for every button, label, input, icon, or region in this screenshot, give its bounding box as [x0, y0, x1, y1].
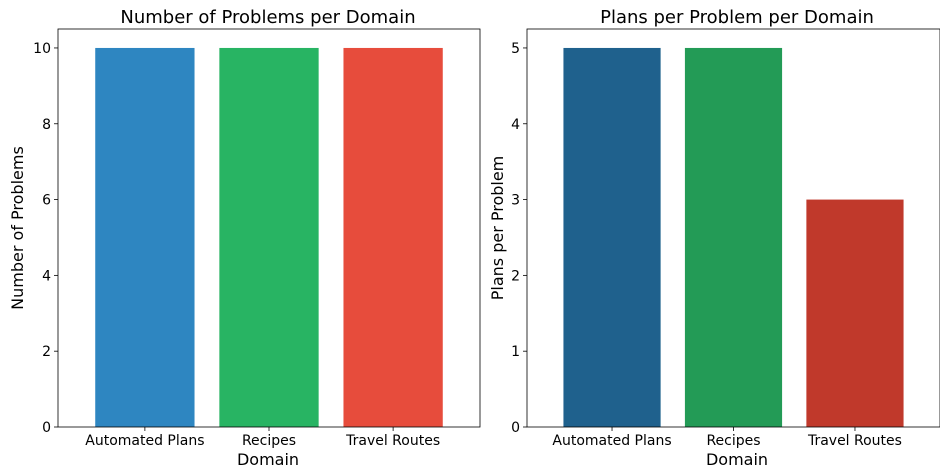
y-tick-label: 6: [42, 193, 51, 209]
y-tick-label: 2: [511, 268, 520, 284]
chart-title: Number of Problems per Domain: [120, 7, 415, 28]
y-axis-ticks: 0 1 2 3 4 5: [511, 41, 527, 436]
y-tick-label: 10: [33, 41, 51, 57]
y-axis-label: Number of Problems: [8, 146, 27, 310]
x-tick-label: Automated Plans: [552, 433, 671, 449]
y-tick-label: 4: [511, 117, 520, 133]
y-tick-label: 5: [511, 41, 520, 57]
bar-travel-routes: [343, 47, 443, 427]
x-tick-label: Automated Plans: [85, 433, 204, 449]
y-tick-label: 8: [42, 117, 51, 133]
bar-group: [563, 47, 904, 427]
bar-recipes: [219, 47, 319, 427]
y-tick-label: 0: [511, 420, 520, 436]
y-tick-label: 1: [511, 344, 520, 360]
x-tick-label: Recipes: [242, 433, 296, 449]
x-axis-label: Domain: [237, 450, 299, 467]
x-tick-label: Travel Routes: [345, 433, 440, 449]
chart-title: Plans per Problem per Domain: [600, 7, 874, 28]
x-axis-label: Domain: [706, 450, 768, 467]
y-tick-label: 3: [511, 193, 520, 209]
bar-automated-plans: [95, 47, 195, 427]
y-axis-label: Plans per Problem: [488, 156, 507, 301]
plans-per-problem-chart: Plans per Problem per Domain Domain Plan…: [488, 7, 940, 467]
x-axis-ticks: Automated Plans Recipes Travel Routes: [85, 427, 440, 449]
y-tick-label: 4: [42, 268, 51, 284]
x-axis-ticks: Automated Plans Recipes Travel Routes: [552, 427, 902, 449]
plot-frame: [526, 28, 940, 428]
y-tick-label: 2: [42, 344, 51, 360]
y-axis-ticks: 0 2 4 6 8 10: [33, 41, 58, 436]
bar-travel-routes: [806, 199, 904, 427]
problems-per-domain-chart: Number of Problems per Domain Domain Num…: [8, 7, 481, 467]
y-tick-label: 0: [42, 420, 51, 436]
bar-automated-plans: [563, 47, 661, 427]
plot-frame: [57, 28, 481, 428]
x-tick-label: Travel Routes: [807, 433, 902, 449]
bar-recipes: [684, 47, 783, 427]
x-tick-label: Recipes: [706, 433, 760, 449]
bar-group: [95, 47, 443, 427]
